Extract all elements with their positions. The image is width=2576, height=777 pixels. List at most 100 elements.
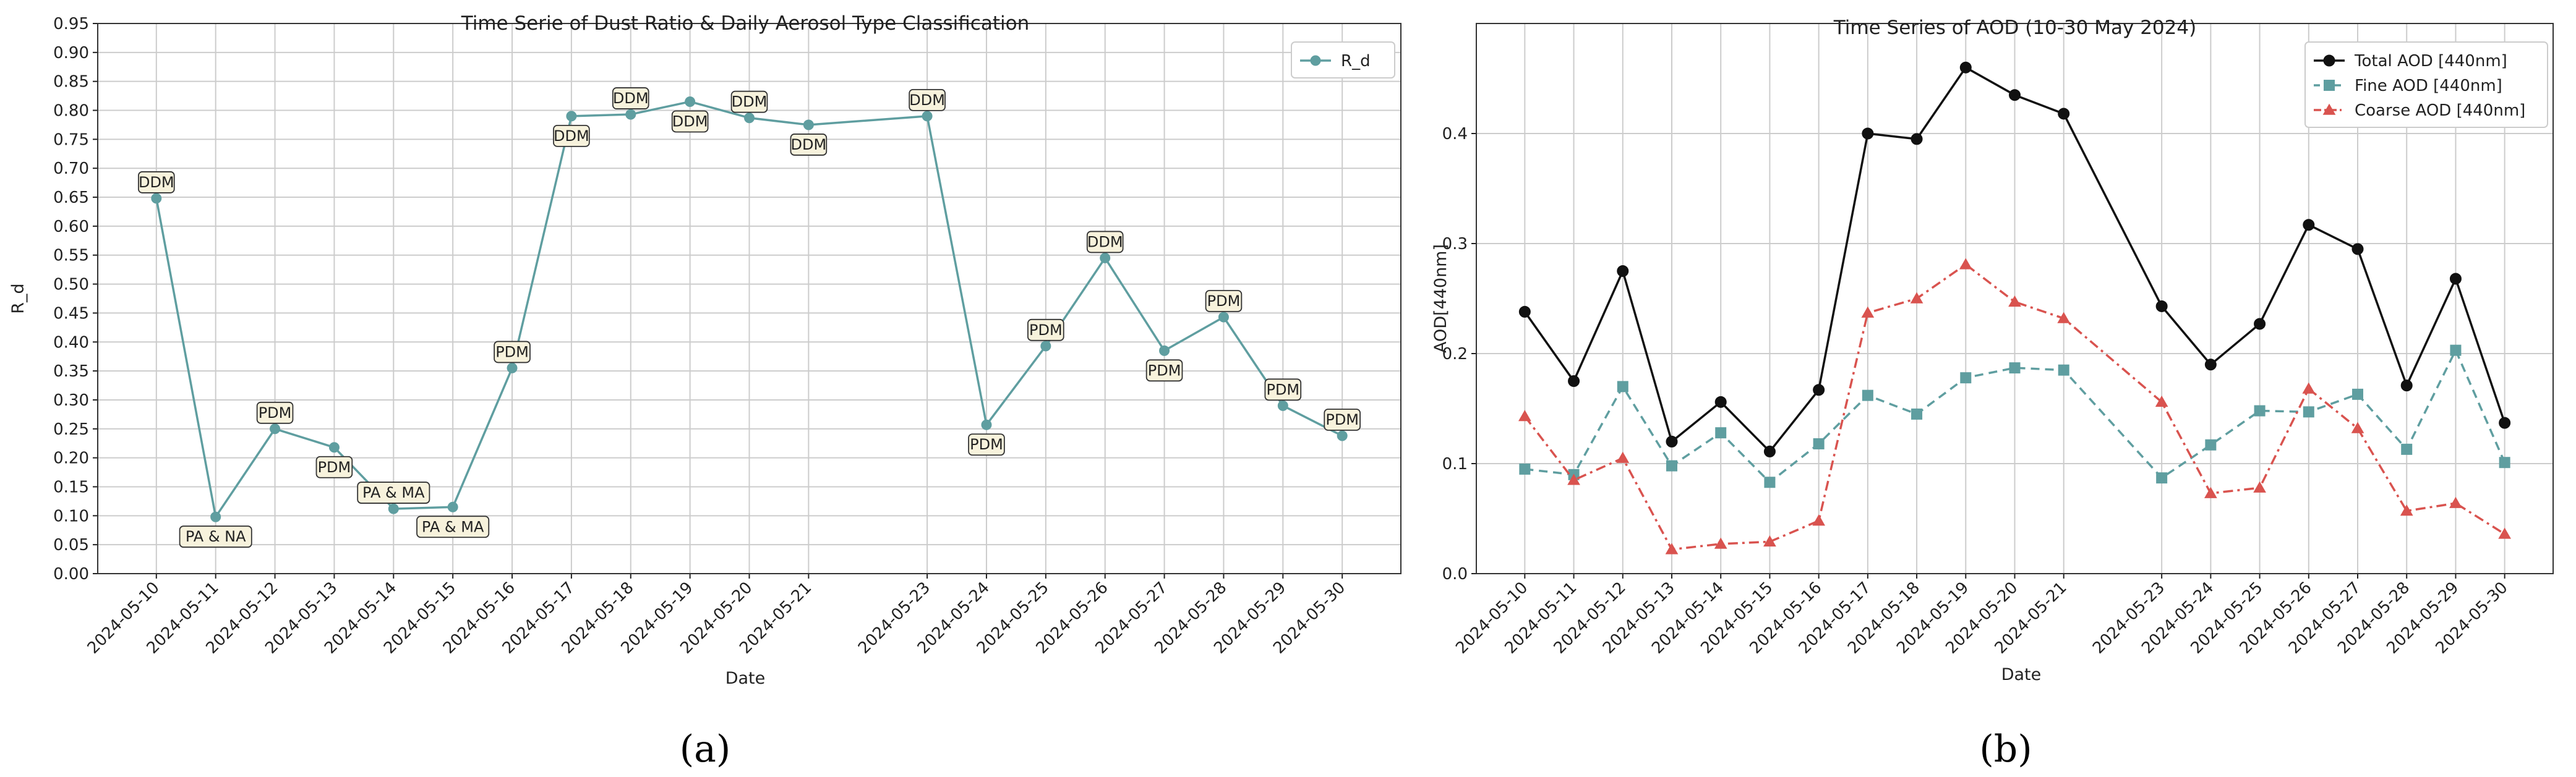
y-tick-label: 0.30 — [53, 391, 89, 410]
annotation-label: DDM — [909, 91, 945, 109]
data-point — [1616, 451, 1630, 463]
point-annotation: DDM — [138, 171, 175, 193]
y-tick-label: 0.0 — [1442, 565, 1468, 584]
data-point — [2498, 527, 2512, 539]
data-point — [2253, 481, 2266, 493]
y-tick-label: 0.95 — [53, 15, 89, 33]
data-point — [625, 109, 636, 120]
data-point — [2302, 382, 2316, 394]
data-point — [566, 111, 577, 122]
y-tick-label: 0.1 — [1442, 455, 1468, 473]
panel-label: (b) — [1979, 728, 2032, 771]
data-point — [1911, 408, 1923, 420]
data-point — [2499, 417, 2511, 429]
data-point — [328, 442, 340, 453]
data-point — [1861, 306, 1875, 318]
annotation-label: PA & MA — [362, 484, 425, 501]
data-point — [1862, 389, 1873, 401]
legend-box — [1291, 41, 1395, 79]
data-point — [2254, 405, 2266, 417]
annotation-label: DDM — [139, 174, 174, 191]
legend: Total AOD [440nm] Fine AOD [440nm] Coarse … — [2304, 41, 2548, 128]
data-point — [803, 119, 814, 130]
data-point — [151, 193, 162, 204]
y-tick-label: 0.25 — [53, 420, 89, 439]
y-tick-label: 0.55 — [53, 247, 89, 265]
annotation-box — [179, 525, 252, 548]
annotation-label: PDM — [1266, 381, 1299, 398]
annotation-label: PDM — [1325, 411, 1359, 428]
data-point — [1813, 384, 1825, 396]
annotation-box — [553, 124, 590, 147]
annotation-box — [909, 88, 946, 111]
y-tick-label: 0.2 — [1442, 345, 1468, 363]
data-point — [1714, 396, 1727, 408]
legend-box — [2304, 41, 2548, 128]
data-point — [2352, 388, 2364, 400]
point-annotation: PDM — [1264, 378, 1302, 401]
y-axis-label: AOD[440nm] — [1431, 244, 1450, 353]
point-annotation: PDM — [315, 456, 353, 478]
point-annotation: PDM — [494, 341, 531, 363]
point-annotation: PA & NA — [179, 525, 252, 548]
data-point — [1218, 312, 1229, 323]
x-axis-label: Date — [725, 669, 766, 688]
data-point — [2058, 108, 2070, 120]
point-annotation: PDM — [256, 401, 294, 424]
annotation-box — [1205, 290, 1243, 312]
data-point — [2400, 380, 2413, 392]
data-point — [388, 503, 399, 514]
panel-label: (a) — [680, 728, 731, 771]
annotation-box — [1324, 409, 1361, 431]
y-tick-label: 0.00 — [53, 565, 89, 584]
data-point — [2155, 300, 2168, 312]
data-point — [210, 511, 221, 522]
data-point — [1567, 473, 1580, 485]
y-tick-label: 0.70 — [53, 159, 89, 178]
annotation-label: PDM — [318, 459, 351, 476]
data-point — [2204, 359, 2217, 371]
data-point — [507, 362, 518, 373]
annotation-box — [790, 134, 828, 156]
data-point — [2499, 457, 2510, 469]
data-point — [1764, 477, 1776, 488]
point-annotation: PDM — [1324, 409, 1361, 431]
annotation-box — [671, 110, 709, 133]
data-point — [2449, 496, 2462, 508]
annotation-box — [730, 90, 768, 113]
data-point — [2351, 243, 2364, 255]
data-point — [2254, 318, 2266, 330]
annotation-label: DDM — [791, 136, 827, 153]
y-tick-label: 0.40 — [53, 333, 89, 352]
y-tick-label: 0.65 — [53, 189, 89, 207]
data-point — [2204, 486, 2217, 498]
data-point — [1518, 410, 1531, 422]
data-point — [2009, 89, 2021, 101]
annotation-label: DDM — [613, 90, 649, 107]
data-point — [2303, 406, 2314, 418]
annotation-box — [494, 341, 531, 363]
y-tick-label: 0.90 — [53, 44, 89, 62]
annotation-box — [256, 401, 294, 424]
data-point — [1813, 438, 1825, 449]
point-annotation: DDM — [730, 90, 768, 113]
annotation-label: PDM — [259, 404, 292, 422]
data-point — [2351, 422, 2364, 433]
data-point — [2450, 344, 2462, 356]
y-tick-label: 0.20 — [53, 449, 89, 468]
point-annotation: PDM — [1145, 359, 1183, 382]
point-annotation: PDM — [1027, 318, 1064, 341]
data-point — [1666, 435, 1678, 448]
legend-swatch-marker — [2322, 103, 2336, 115]
data-point — [2155, 395, 2168, 407]
data-point — [1617, 265, 1629, 277]
data-point — [447, 501, 458, 512]
y-tick-label: 0.4 — [1442, 125, 1468, 143]
data-point — [1763, 445, 1776, 457]
data-point — [2401, 443, 2413, 455]
series-line-coarse — [1523, 263, 2505, 551]
data-point — [2303, 219, 2315, 231]
y-tick-label: 0.3 — [1442, 235, 1468, 253]
legend: R_d — [1291, 41, 1395, 79]
